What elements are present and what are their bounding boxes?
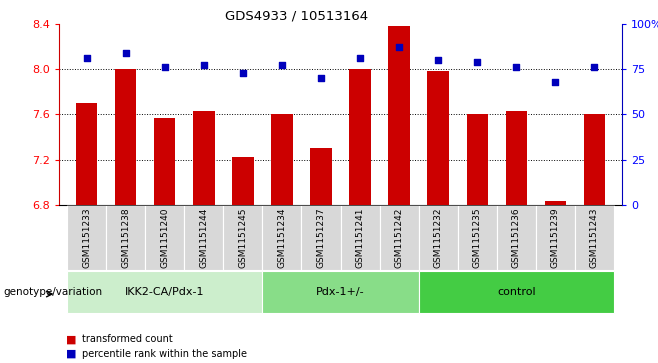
Text: GSM1151239: GSM1151239 xyxy=(551,208,560,268)
Bar xyxy=(310,148,332,205)
Text: transformed count: transformed count xyxy=(82,334,173,344)
Text: GSM1151241: GSM1151241 xyxy=(355,208,365,268)
Bar xyxy=(497,205,536,270)
Bar xyxy=(536,205,575,270)
Text: IKK2-CA/Pdx-1: IKK2-CA/Pdx-1 xyxy=(125,287,205,297)
Point xyxy=(159,64,170,70)
Text: GSM1151243: GSM1151243 xyxy=(590,208,599,268)
Point xyxy=(199,62,209,68)
Text: GSM1151234: GSM1151234 xyxy=(278,208,286,268)
Bar xyxy=(271,114,293,205)
Point xyxy=(550,79,561,85)
Text: GSM1151242: GSM1151242 xyxy=(395,208,403,268)
Bar xyxy=(263,205,301,270)
Point xyxy=(355,55,365,61)
Bar xyxy=(467,114,488,205)
Bar xyxy=(223,205,263,270)
Bar xyxy=(67,205,106,270)
Point xyxy=(316,75,326,81)
Text: GSM1151236: GSM1151236 xyxy=(512,208,521,268)
Bar xyxy=(584,114,605,205)
Text: GSM1151235: GSM1151235 xyxy=(472,208,482,268)
Point xyxy=(276,62,287,68)
Bar xyxy=(145,205,184,270)
Text: Pdx-1+/-: Pdx-1+/- xyxy=(316,287,365,297)
Text: GSM1151245: GSM1151245 xyxy=(238,208,247,268)
Point xyxy=(589,64,599,70)
Text: genotype/variation: genotype/variation xyxy=(3,287,103,297)
Text: GSM1151240: GSM1151240 xyxy=(160,208,169,268)
Point xyxy=(511,64,522,70)
Bar xyxy=(106,205,145,270)
Bar xyxy=(154,118,176,205)
Bar xyxy=(76,103,97,205)
Bar xyxy=(193,111,215,205)
Bar xyxy=(232,158,253,205)
Point xyxy=(472,59,482,65)
Bar xyxy=(67,271,263,313)
Bar xyxy=(505,111,527,205)
Bar xyxy=(380,205,418,270)
Bar xyxy=(349,69,371,205)
Text: GSM1151238: GSM1151238 xyxy=(121,208,130,268)
Point xyxy=(82,55,92,61)
Bar xyxy=(575,205,614,270)
Text: ■: ■ xyxy=(66,349,76,359)
Bar xyxy=(418,271,614,313)
Bar xyxy=(388,26,410,205)
Bar xyxy=(545,201,566,205)
Text: percentile rank within the sample: percentile rank within the sample xyxy=(82,349,247,359)
Point xyxy=(120,50,131,56)
Bar xyxy=(418,205,458,270)
Point xyxy=(433,57,443,63)
Text: GSM1151232: GSM1151232 xyxy=(434,208,443,268)
Bar xyxy=(184,205,223,270)
Text: GDS4933 / 10513164: GDS4933 / 10513164 xyxy=(224,9,368,22)
Bar xyxy=(341,205,380,270)
Text: GSM1151244: GSM1151244 xyxy=(199,208,209,268)
Bar xyxy=(301,205,341,270)
Bar xyxy=(115,69,136,205)
Bar xyxy=(263,271,418,313)
Bar xyxy=(458,205,497,270)
Point xyxy=(394,44,405,50)
Text: GSM1151237: GSM1151237 xyxy=(316,208,326,268)
Text: ■: ■ xyxy=(66,334,76,344)
Text: control: control xyxy=(497,287,536,297)
Bar xyxy=(428,71,449,205)
Point xyxy=(238,70,248,76)
Text: GSM1151233: GSM1151233 xyxy=(82,208,91,268)
